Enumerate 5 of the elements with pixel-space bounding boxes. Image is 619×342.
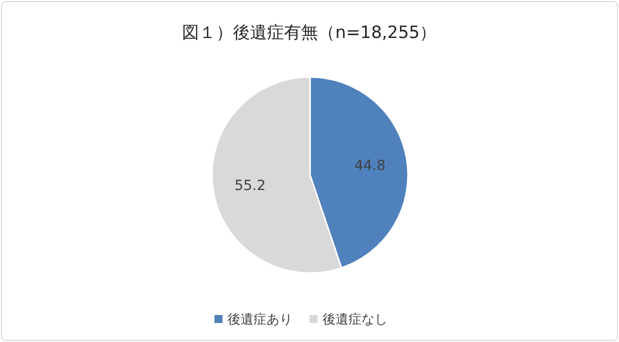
legend-label: 後遺症なし [322,312,388,328]
chart-title: 図１）後遺症有無（n=18,255） [182,23,437,43]
data-label: 44.8 [354,158,386,174]
data-label: 55.2 [234,178,266,194]
legend-label: 後遺症あり [228,312,292,328]
